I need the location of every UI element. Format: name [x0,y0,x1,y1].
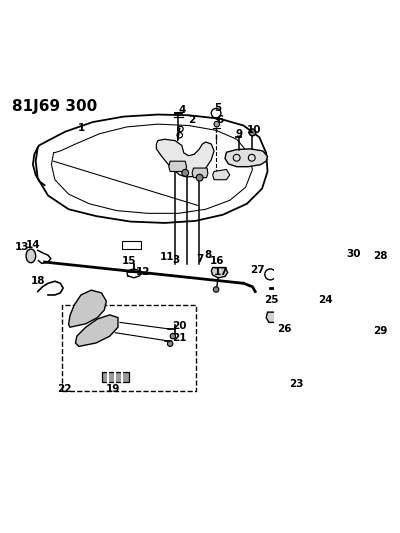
Polygon shape [225,149,268,167]
Text: 29: 29 [374,326,388,336]
Circle shape [370,313,384,327]
Ellipse shape [26,249,36,263]
Text: 18: 18 [31,276,46,286]
Text: 26: 26 [278,324,292,334]
Text: 20: 20 [172,321,187,331]
Circle shape [182,169,189,176]
Polygon shape [76,315,118,346]
Circle shape [196,174,203,181]
Text: 3: 3 [173,255,180,265]
Text: 2: 2 [188,115,196,125]
Text: 21: 21 [172,333,187,343]
Text: 1: 1 [77,123,84,133]
Circle shape [249,129,256,136]
Bar [62,305,196,391]
Text: 7: 7 [197,254,204,264]
Polygon shape [211,268,228,278]
Text: 28: 28 [374,251,388,261]
Bar [102,373,129,382]
Circle shape [214,122,220,127]
Polygon shape [266,312,290,322]
Polygon shape [342,244,362,268]
Polygon shape [156,139,214,177]
Bar [122,241,141,249]
Text: 17: 17 [214,268,228,277]
Text: 15: 15 [122,256,136,265]
Text: 8: 8 [204,250,212,260]
Text: 27: 27 [251,264,265,274]
Text: 19: 19 [106,384,120,394]
Text: 16: 16 [210,256,224,265]
Circle shape [167,341,173,346]
Polygon shape [213,169,230,180]
Text: 25: 25 [264,295,278,305]
Text: 9: 9 [236,129,243,139]
Text: 24: 24 [318,295,333,305]
Text: 11: 11 [160,252,174,262]
Text: 12: 12 [136,268,150,277]
Text: 22: 22 [57,384,72,394]
Text: 6: 6 [216,115,223,125]
Text: 30: 30 [347,249,361,259]
Polygon shape [169,161,186,172]
Text: 81J69 300: 81J69 300 [12,100,98,115]
Polygon shape [192,168,208,177]
Text: 4: 4 [178,105,186,115]
Polygon shape [311,317,338,327]
Text: 14: 14 [26,240,40,250]
Text: 10: 10 [246,125,261,135]
Text: 5: 5 [214,103,222,112]
Circle shape [170,333,176,339]
Text: 13: 13 [15,242,29,252]
Polygon shape [68,290,106,327]
Text: 23: 23 [289,379,304,389]
Circle shape [213,287,219,292]
